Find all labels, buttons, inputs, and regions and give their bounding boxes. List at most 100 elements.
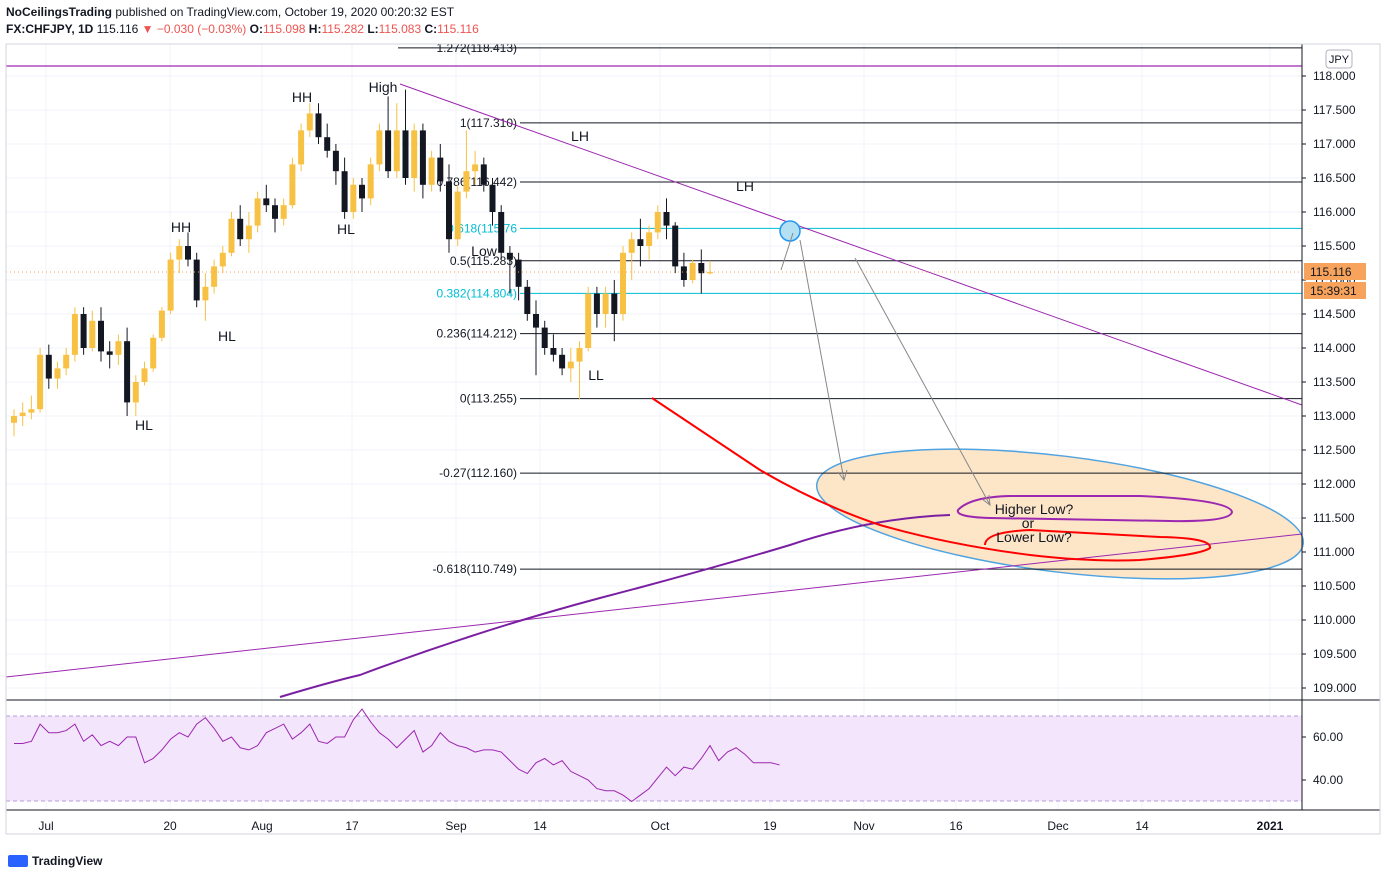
candle-body[interactable]	[602, 293, 609, 314]
projection-arrow-1	[780, 232, 794, 271]
touch-point-circle[interactable]	[779, 220, 801, 242]
candle-body[interactable]	[498, 212, 505, 253]
moving-average-line[interactable]	[279, 514, 951, 698]
candle-body[interactable]	[211, 266, 218, 287]
higher-low-loop[interactable]	[956, 495, 1234, 523]
candle-body[interactable]	[654, 212, 661, 233]
candle-body[interactable]	[289, 164, 296, 206]
candle-body[interactable]	[446, 181, 452, 240]
candle-body[interactable]	[89, 320, 96, 348]
candle-body[interactable]	[533, 314, 539, 328]
candle-body[interactable]	[672, 225, 679, 267]
candle-body[interactable]	[228, 218, 235, 253]
candle-body[interactable]	[37, 354, 44, 410]
candle-body[interactable]	[698, 263, 705, 274]
candle-body[interactable]	[306, 113, 313, 131]
candle-body[interactable]	[541, 327, 548, 348]
rsi-line[interactable]	[14, 708, 780, 803]
projected-path-red[interactable]	[651, 397, 1211, 562]
candle-body[interactable]	[550, 348, 557, 355]
candle-body[interactable]	[124, 341, 131, 403]
candle-body[interactable]	[411, 130, 418, 178]
currency-box[interactable]	[1325, 49, 1353, 69]
candle-body[interactable]	[559, 354, 566, 369]
candle-body[interactable]	[115, 341, 122, 355]
candle-body[interactable]	[341, 171, 348, 212]
candle-body[interactable]	[480, 164, 487, 185]
candle-body[interactable]	[506, 252, 513, 260]
candle-body[interactable]	[428, 157, 435, 185]
candle-body[interactable]	[272, 205, 278, 219]
candle-body[interactable]	[689, 263, 696, 280]
candle-body[interactable]	[63, 354, 70, 369]
candle-body[interactable]	[359, 184, 365, 199]
candle-body[interactable]	[298, 130, 305, 165]
candle-body[interactable]	[280, 205, 287, 219]
candle-body[interactable]	[324, 137, 331, 151]
candle-body[interactable]	[315, 113, 322, 138]
candle-body[interactable]	[437, 157, 444, 182]
candle-body[interactable]	[254, 198, 261, 226]
candle-body[interactable]	[132, 382, 139, 403]
candle-body[interactable]	[472, 164, 479, 172]
candle-body[interactable]	[402, 130, 409, 178]
candle-body[interactable]	[263, 198, 270, 206]
candle-body[interactable]	[524, 286, 531, 314]
candle-body[interactable]	[98, 320, 104, 352]
candlestick-series[interactable]	[11, 89, 713, 437]
fibonacci-levels[interactable]: 1.272(118.413)1(117.310)0.786(116.442)0.…	[398, 41, 1302, 576]
candle-body[interactable]	[593, 293, 600, 314]
tradingview-logo[interactable]: TradingView	[8, 854, 102, 868]
candle-body[interactable]	[350, 184, 357, 212]
candle-body[interactable]	[463, 171, 470, 192]
ascending-trendline[interactable]	[5, 533, 1303, 678]
candle-body[interactable]	[28, 409, 35, 413]
candle-body[interactable]	[611, 293, 618, 314]
candle-body[interactable]	[176, 246, 183, 260]
candle-body[interactable]	[637, 239, 644, 246]
candle-body[interactable]	[158, 310, 165, 338]
candle-body[interactable]	[45, 354, 52, 379]
candle-body[interactable]	[385, 130, 392, 172]
candle-body[interactable]	[167, 259, 174, 311]
descending-trendline[interactable]	[399, 83, 1303, 406]
candle-body[interactable]	[393, 130, 400, 172]
candle-body[interactable]	[567, 361, 574, 369]
candle-body[interactable]	[332, 150, 339, 172]
candle-body[interactable]	[11, 416, 17, 423]
candle-body[interactable]	[419, 130, 426, 185]
candle-body[interactable]	[585, 293, 592, 348]
candle-body[interactable]	[515, 259, 522, 287]
candle-body[interactable]	[707, 272, 713, 274]
target-zone-ellipse[interactable]	[810, 427, 1310, 602]
fib-level-label: 0.786(116.442)	[436, 175, 517, 189]
candle-body[interactable]	[367, 164, 374, 199]
candle-body[interactable]	[628, 239, 635, 253]
candle-body[interactable]	[141, 368, 148, 382]
candle-body[interactable]	[237, 218, 244, 240]
time-axis-ticks: Jul 20 Aug 17 Sep 14 Oct 19 Nov 16 Dec 14 2021	[38, 819, 1283, 833]
candle-body[interactable]	[219, 252, 226, 267]
candle-body[interactable]	[454, 191, 461, 240]
candle-body[interactable]	[80, 314, 87, 348]
chart-annotation: HL	[337, 221, 355, 237]
candle-body[interactable]	[54, 368, 61, 379]
candle-body[interactable]	[202, 286, 209, 301]
candle-body[interactable]	[663, 212, 670, 226]
candle-body[interactable]	[576, 348, 583, 362]
candle-body[interactable]	[620, 252, 626, 314]
candle-body[interactable]	[106, 351, 113, 355]
candle-body[interactable]	[71, 314, 78, 355]
candle-body[interactable]	[489, 184, 496, 212]
candle-body[interactable]	[150, 337, 157, 369]
price-tick-label: 110.000	[1313, 613, 1356, 627]
publisher-name[interactable]: NoCeilingsTrading	[6, 5, 113, 19]
candle-body[interactable]	[185, 246, 191, 260]
candle-body[interactable]	[245, 225, 252, 240]
candle-body[interactable]	[680, 266, 687, 280]
candle-body[interactable]	[193, 259, 200, 301]
candle-body[interactable]	[376, 130, 383, 165]
candle-body[interactable]	[646, 232, 653, 246]
candle-body[interactable]	[19, 412, 26, 416]
